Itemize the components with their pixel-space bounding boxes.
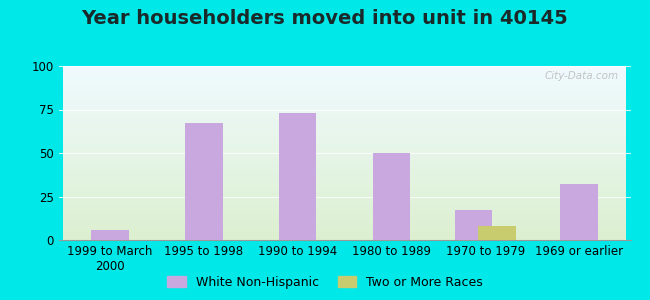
Bar: [185, 123, 222, 240]
Text: Year householders moved into unit in 40145: Year householders moved into unit in 401…: [82, 9, 568, 28]
Bar: [279, 113, 317, 240]
Legend: White Non-Hispanic, Two or More Races: White Non-Hispanic, Two or More Races: [162, 271, 488, 294]
Bar: [560, 184, 598, 240]
Bar: [372, 153, 410, 240]
Bar: [91, 230, 129, 240]
Text: City-Data.com: City-Data.com: [545, 71, 619, 81]
Bar: [478, 226, 515, 240]
Bar: [455, 210, 492, 240]
